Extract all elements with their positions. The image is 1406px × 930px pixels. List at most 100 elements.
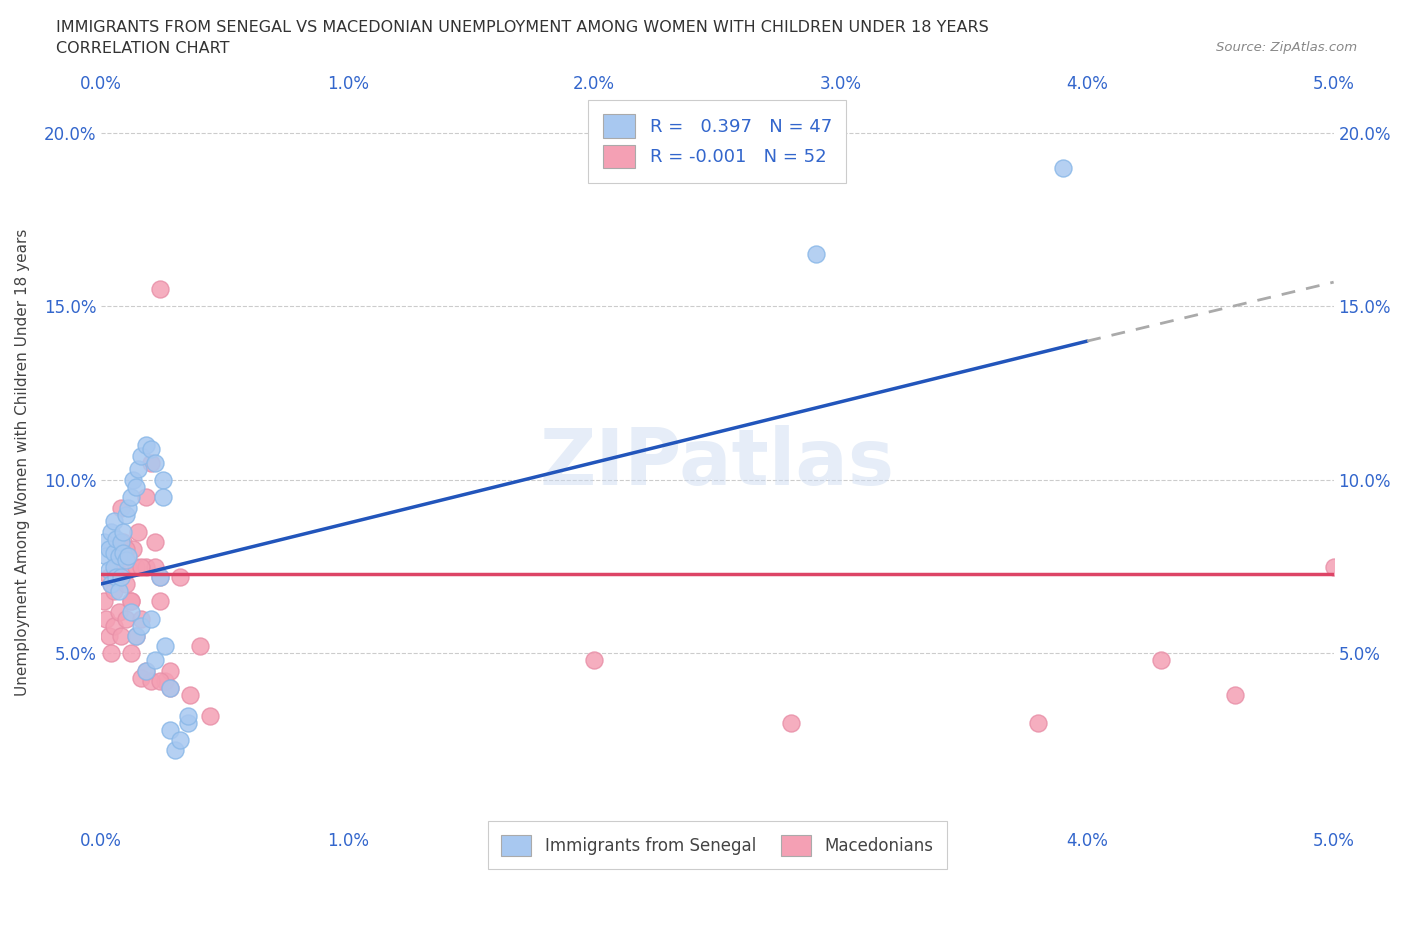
Point: [107, 604, 129, 619]
Point: [93, 535, 115, 550]
Point: [97, 629, 120, 644]
Point: [135, 663, 157, 678]
Point: [139, 455, 162, 470]
Text: CORRELATION CHART: CORRELATION CHART: [56, 41, 229, 56]
Point: [155, 673, 177, 688]
Text: Source: ZipAtlas.com: Source: ZipAtlas.com: [1216, 41, 1357, 54]
Point: [103, 559, 125, 574]
Point: [105, 531, 128, 546]
Point: [1052, 160, 1074, 175]
Point: [139, 611, 162, 626]
Point: [93, 594, 115, 609]
Point: [145, 535, 167, 550]
Point: [110, 569, 132, 584]
Point: [145, 559, 167, 574]
Point: [127, 462, 149, 477]
Point: [129, 559, 152, 574]
Point: [115, 542, 138, 557]
Point: [149, 569, 172, 584]
Point: [107, 549, 129, 564]
Point: [125, 559, 148, 574]
Point: [135, 663, 157, 678]
Text: IMMIGRANTS FROM SENEGAL VS MACEDONIAN UNEMPLOYMENT AMONG WOMEN WITH CHILDREN UND: IMMIGRANTS FROM SENEGAL VS MACEDONIAN UN…: [56, 20, 988, 35]
Point: [117, 559, 139, 574]
Point: [176, 715, 198, 730]
Point: [149, 594, 172, 609]
Point: [159, 681, 181, 696]
Point: [583, 653, 606, 668]
Point: [1223, 687, 1246, 702]
Point: [129, 671, 152, 685]
Point: [120, 594, 142, 609]
Point: [1150, 653, 1173, 668]
Point: [129, 618, 152, 633]
Point: [120, 594, 142, 609]
Point: [120, 645, 142, 660]
Point: [139, 441, 162, 456]
Point: [125, 479, 148, 494]
Point: [188, 639, 211, 654]
Point: [1026, 715, 1049, 730]
Point: [115, 577, 138, 591]
Point: [179, 687, 201, 702]
Text: ZIPatlas: ZIPatlas: [540, 424, 896, 500]
Y-axis label: Unemployment Among Women with Children Under 18 years: Unemployment Among Women with Children U…: [15, 229, 30, 697]
Point: [165, 743, 187, 758]
Point: [780, 715, 803, 730]
Point: [107, 549, 129, 564]
Point: [159, 723, 181, 737]
Point: [152, 490, 174, 505]
Point: [149, 569, 172, 584]
Point: [139, 673, 162, 688]
Point: [100, 577, 122, 591]
Point: [159, 681, 181, 696]
Point: [100, 525, 122, 539]
Point: [115, 507, 138, 522]
Point: [112, 525, 135, 539]
Point: [127, 525, 149, 539]
Point: [110, 500, 132, 515]
Point: [96, 611, 118, 626]
Point: [125, 629, 148, 644]
Point: [97, 569, 120, 584]
Point: [122, 542, 145, 557]
Point: [100, 577, 122, 591]
Point: [145, 653, 167, 668]
Point: [145, 455, 167, 470]
Point: [105, 559, 128, 574]
Point: [135, 490, 157, 505]
Point: [169, 733, 191, 748]
Point: [117, 500, 139, 515]
Point: [100, 645, 122, 660]
Point: [135, 559, 157, 574]
Point: [105, 569, 128, 584]
Point: [115, 611, 138, 626]
Point: [149, 282, 172, 297]
Point: [115, 552, 138, 567]
Point: [176, 709, 198, 724]
Point: [110, 535, 132, 550]
Point: [117, 549, 139, 564]
Point: [120, 490, 142, 505]
Point: [169, 569, 191, 584]
Point: [103, 545, 125, 560]
Point: [125, 629, 148, 644]
Point: [103, 514, 125, 529]
Point: [1323, 559, 1346, 574]
Point: [129, 611, 152, 626]
Point: [149, 673, 172, 688]
Point: [107, 583, 129, 598]
Point: [112, 545, 135, 560]
Point: [96, 549, 118, 564]
Point: [122, 472, 145, 487]
Point: [110, 629, 132, 644]
Point: [103, 618, 125, 633]
Point: [112, 535, 135, 550]
Point: [155, 639, 177, 654]
Point: [804, 247, 827, 262]
Point: [198, 709, 221, 724]
Point: [135, 438, 157, 453]
Point: [129, 448, 152, 463]
Point: [103, 583, 125, 598]
Point: [152, 472, 174, 487]
